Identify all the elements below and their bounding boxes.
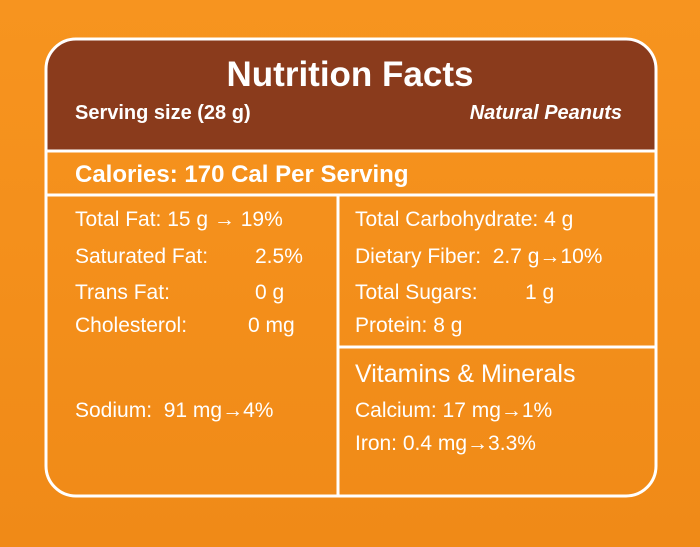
section-title: Vitamins & Minerals: [355, 360, 575, 388]
serving-size: Serving size (28 g): [75, 102, 251, 124]
product-name: Natural Peanuts: [470, 102, 622, 124]
nutrient-label: Cholesterol:: [75, 314, 187, 337]
nutrient-row: Calcium: 17 mg→1%: [355, 399, 552, 422]
header-band: [46, 39, 656, 151]
nutrient-value: 1 g: [525, 281, 554, 304]
nutrient-label: Trans Fat:: [75, 281, 170, 304]
nutrient-row: Total Fat: 15 g → 19%: [75, 208, 283, 231]
nutrient-row: Sodium: 91 mg→4%: [75, 399, 273, 422]
label-border: [44, 37, 658, 498]
nutrient-label: Total Sugars:: [355, 281, 478, 304]
nutrient-value: 0 mg: [248, 314, 295, 337]
nutrient-value: 2.5%: [255, 245, 303, 268]
calories: Calories: 170 Cal Per Serving: [75, 161, 409, 188]
nutrient-row: Total Carbohydrate: 4 g: [355, 208, 573, 231]
nutrient-value: 0 g: [255, 281, 284, 304]
nutrient-row: Dietary Fiber: 2.7 g→10%: [355, 245, 602, 268]
title: Nutrition Facts: [227, 55, 474, 94]
nutrient-row: Protein: 8 g: [355, 314, 462, 337]
nutrient-row: Iron: 0.4 mg→3.3%: [355, 432, 536, 455]
nutrient-label: Saturated Fat:: [75, 245, 208, 268]
